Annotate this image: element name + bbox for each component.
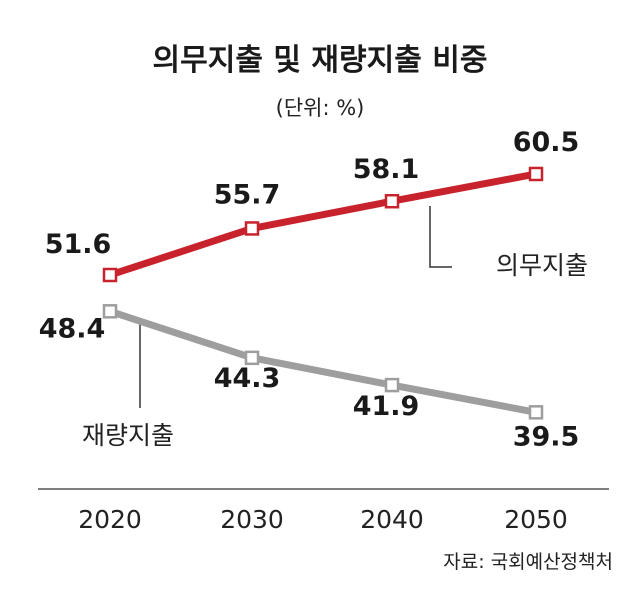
x-axis-ticks: 2020 2030 2040 2050 (78, 505, 568, 534)
data-point-discretionary-2050 (528, 405, 544, 420)
data-point-discretionary-2020 (102, 304, 118, 319)
data-point-discretionary-2040 (384, 377, 400, 393)
chart-title: 의무지출 및 재량지출 비중 (153, 43, 488, 78)
x-tick-label-2050: 2050 (504, 505, 568, 534)
series-layer: 51.6 55.7 58.1 60.5 의무지출 48.4 44.3 41.9 39.5 재량지출 (39, 127, 588, 452)
source-note: 자료: 국회예산정책처 (443, 551, 613, 573)
data-point-mandatory-2030 (244, 221, 260, 236)
leader-line-mandatory (429, 206, 452, 268)
data-label-discretionary-2050: 39.5 (513, 421, 580, 452)
data-label-discretionary-2040: 41.9 (353, 391, 420, 422)
series-label-discretionary: 재량지출 (82, 421, 174, 450)
data-label-mandatory-2030: 55.7 (214, 179, 281, 210)
data-label-mandatory-2040: 58.1 (353, 154, 420, 185)
data-label-discretionary-2020: 48.4 (39, 313, 106, 344)
data-point-mandatory-2040 (384, 193, 400, 209)
data-label-mandatory-2020: 51.6 (45, 229, 112, 260)
data-point-mandatory-2020 (102, 267, 118, 283)
series-line-mandatory (108, 170, 537, 279)
series-label-mandatory: 의무지출 (496, 251, 588, 280)
unit-label: (단위: %) (276, 96, 365, 120)
data-point-discretionary-2030 (244, 350, 260, 366)
x-tick-label-2030: 2030 (220, 505, 284, 534)
data-point-mandatory-2050 (528, 166, 544, 182)
x-tick-label-2020: 2020 (78, 505, 142, 534)
data-label-mandatory-2050: 60.5 (513, 127, 580, 158)
series-line-discretionary (108, 307, 537, 416)
data-label-discretionary-2030: 44.3 (214, 363, 281, 394)
x-tick-label-2040: 2040 (360, 505, 424, 534)
